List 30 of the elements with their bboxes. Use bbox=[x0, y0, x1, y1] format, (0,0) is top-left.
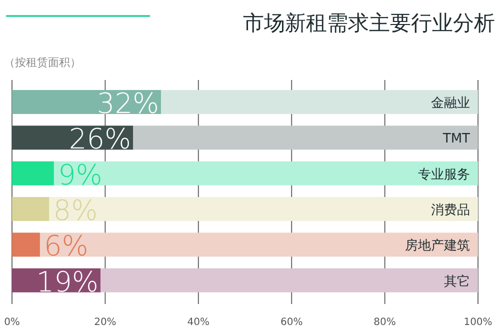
y-tick-label: 房地产建筑 bbox=[405, 238, 470, 254]
bar bbox=[12, 232, 40, 257]
data-label: 6% bbox=[44, 230, 88, 263]
x-tick-label: 0% bbox=[4, 317, 20, 328]
x-tick-label: 20% bbox=[94, 317, 116, 328]
data-label: 26% bbox=[68, 122, 132, 156]
data-label: 19% bbox=[36, 265, 99, 298]
bar bbox=[40, 232, 478, 257]
x-tick-label: 40% bbox=[187, 317, 210, 328]
chart-title: 市场新租需求主要行业分析 bbox=[243, 11, 495, 35]
bar bbox=[12, 161, 54, 186]
bar bbox=[49, 197, 478, 221]
y-tick-label: 金融业 bbox=[431, 96, 470, 111]
bar bbox=[12, 90, 162, 114]
chart-subtitle: （按租赁面积） bbox=[4, 56, 81, 69]
bar bbox=[12, 197, 50, 221]
data-label: 8% bbox=[53, 194, 98, 227]
bar bbox=[100, 268, 478, 292]
y-tick-label: 其它 bbox=[444, 273, 470, 290]
x-tick-label: 60% bbox=[280, 317, 303, 328]
data-label: 32% bbox=[96, 87, 160, 120]
data-label: 9% bbox=[58, 158, 102, 192]
y-tick-label: 专业服务 bbox=[418, 167, 470, 182]
bar bbox=[133, 126, 478, 150]
x-tick-label: 100% bbox=[464, 317, 492, 328]
bar bbox=[54, 161, 478, 186]
x-tick-label: 80% bbox=[374, 317, 396, 328]
bar bbox=[161, 90, 478, 114]
y-tick-label: TMT bbox=[442, 132, 470, 147]
y-tick-label: 消费品 bbox=[431, 203, 470, 218]
